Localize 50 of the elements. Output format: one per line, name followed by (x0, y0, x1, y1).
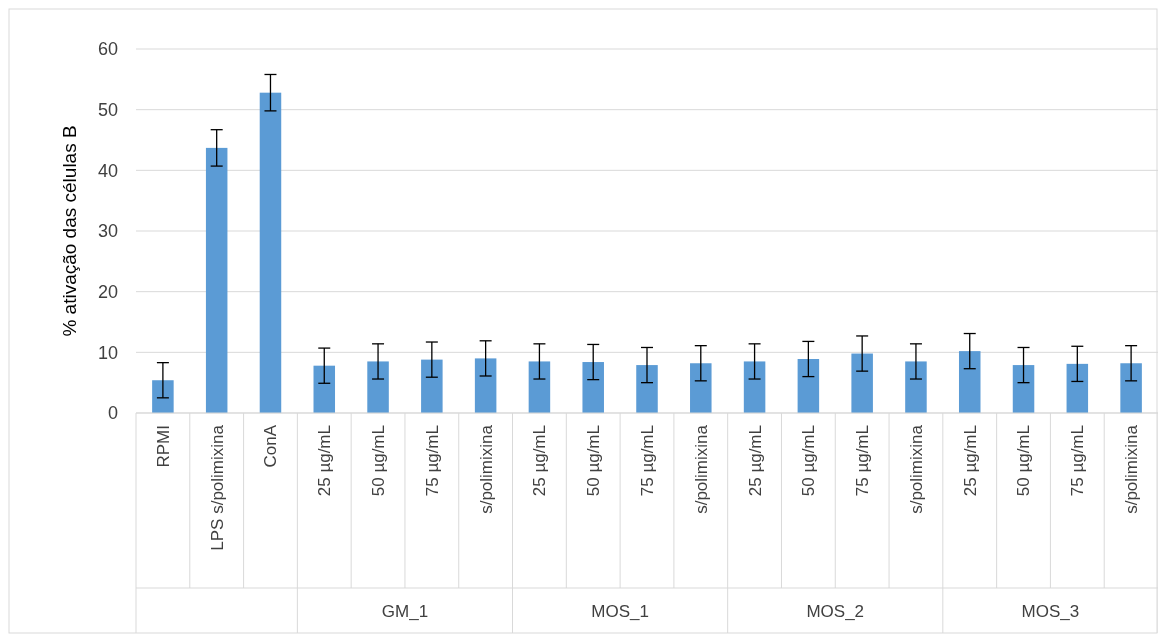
x-tick-label: 50 µg/mL (369, 425, 388, 497)
bar (905, 361, 927, 413)
bar (797, 359, 820, 413)
text: GM_1 (381, 601, 429, 621)
text: MOS_1 (591, 601, 649, 621)
x-tick-label: 75 µg/mL (422, 425, 442, 497)
x-tick-label: 25 µg/mL (960, 425, 980, 497)
bar (743, 361, 766, 413)
text: MOS_2 (806, 601, 865, 621)
bar (1120, 363, 1142, 413)
x-tick-label: RPMI (153, 425, 173, 468)
x-tick-label: 75 µg/mL (637, 425, 657, 497)
bar (958, 351, 981, 413)
y-tick-label: 10 (97, 342, 118, 363)
bar (205, 147, 228, 413)
x-tick-label: 25 µg/mL (745, 425, 765, 497)
bar (367, 361, 389, 413)
bar (421, 359, 443, 413)
bar (528, 361, 551, 413)
bar (636, 365, 658, 413)
x-tick-label: 75 µg/mL (1068, 425, 1088, 497)
y-tick-label: 20 (97, 281, 118, 302)
x-tick-label: 50 µg/mL (799, 425, 819, 497)
x-tick-label: LPS s/polimixina (207, 424, 227, 551)
x-tick-label: s/polimixina (1122, 424, 1142, 514)
bar (1012, 365, 1035, 413)
y-tick-label: 50 (97, 99, 118, 120)
bar (313, 365, 336, 413)
bar (690, 363, 712, 413)
bar (474, 358, 497, 413)
x-tick-label: ConA (261, 424, 281, 468)
y-tick-label: 60 (97, 39, 118, 60)
x-tick-label: s/polimixina (476, 424, 496, 514)
y-axis-title: % ativação das células B (59, 125, 80, 337)
text: MOS_3 (1021, 601, 1080, 621)
x-tick-label: 25 µg/mL (530, 425, 550, 497)
x-tick-label: s/polimixina (691, 424, 711, 514)
x-tick-label: 50 µg/mL (584, 425, 604, 497)
bar (582, 362, 604, 413)
x-tick-label: 75 µg/mL (853, 425, 873, 497)
bar (152, 380, 174, 413)
y-tick-label: 0 (107, 403, 118, 424)
y-tick-label: 30 (97, 221, 118, 242)
bar (851, 353, 873, 413)
x-tick-label: 50 µg/mL (1014, 425, 1034, 497)
x-tick-label: s/polimixina (906, 424, 926, 514)
x-tick-label: 25 µg/mL (315, 425, 335, 497)
y-tick-label: 40 (97, 160, 118, 181)
bar (259, 92, 282, 413)
bar (1066, 363, 1089, 413)
